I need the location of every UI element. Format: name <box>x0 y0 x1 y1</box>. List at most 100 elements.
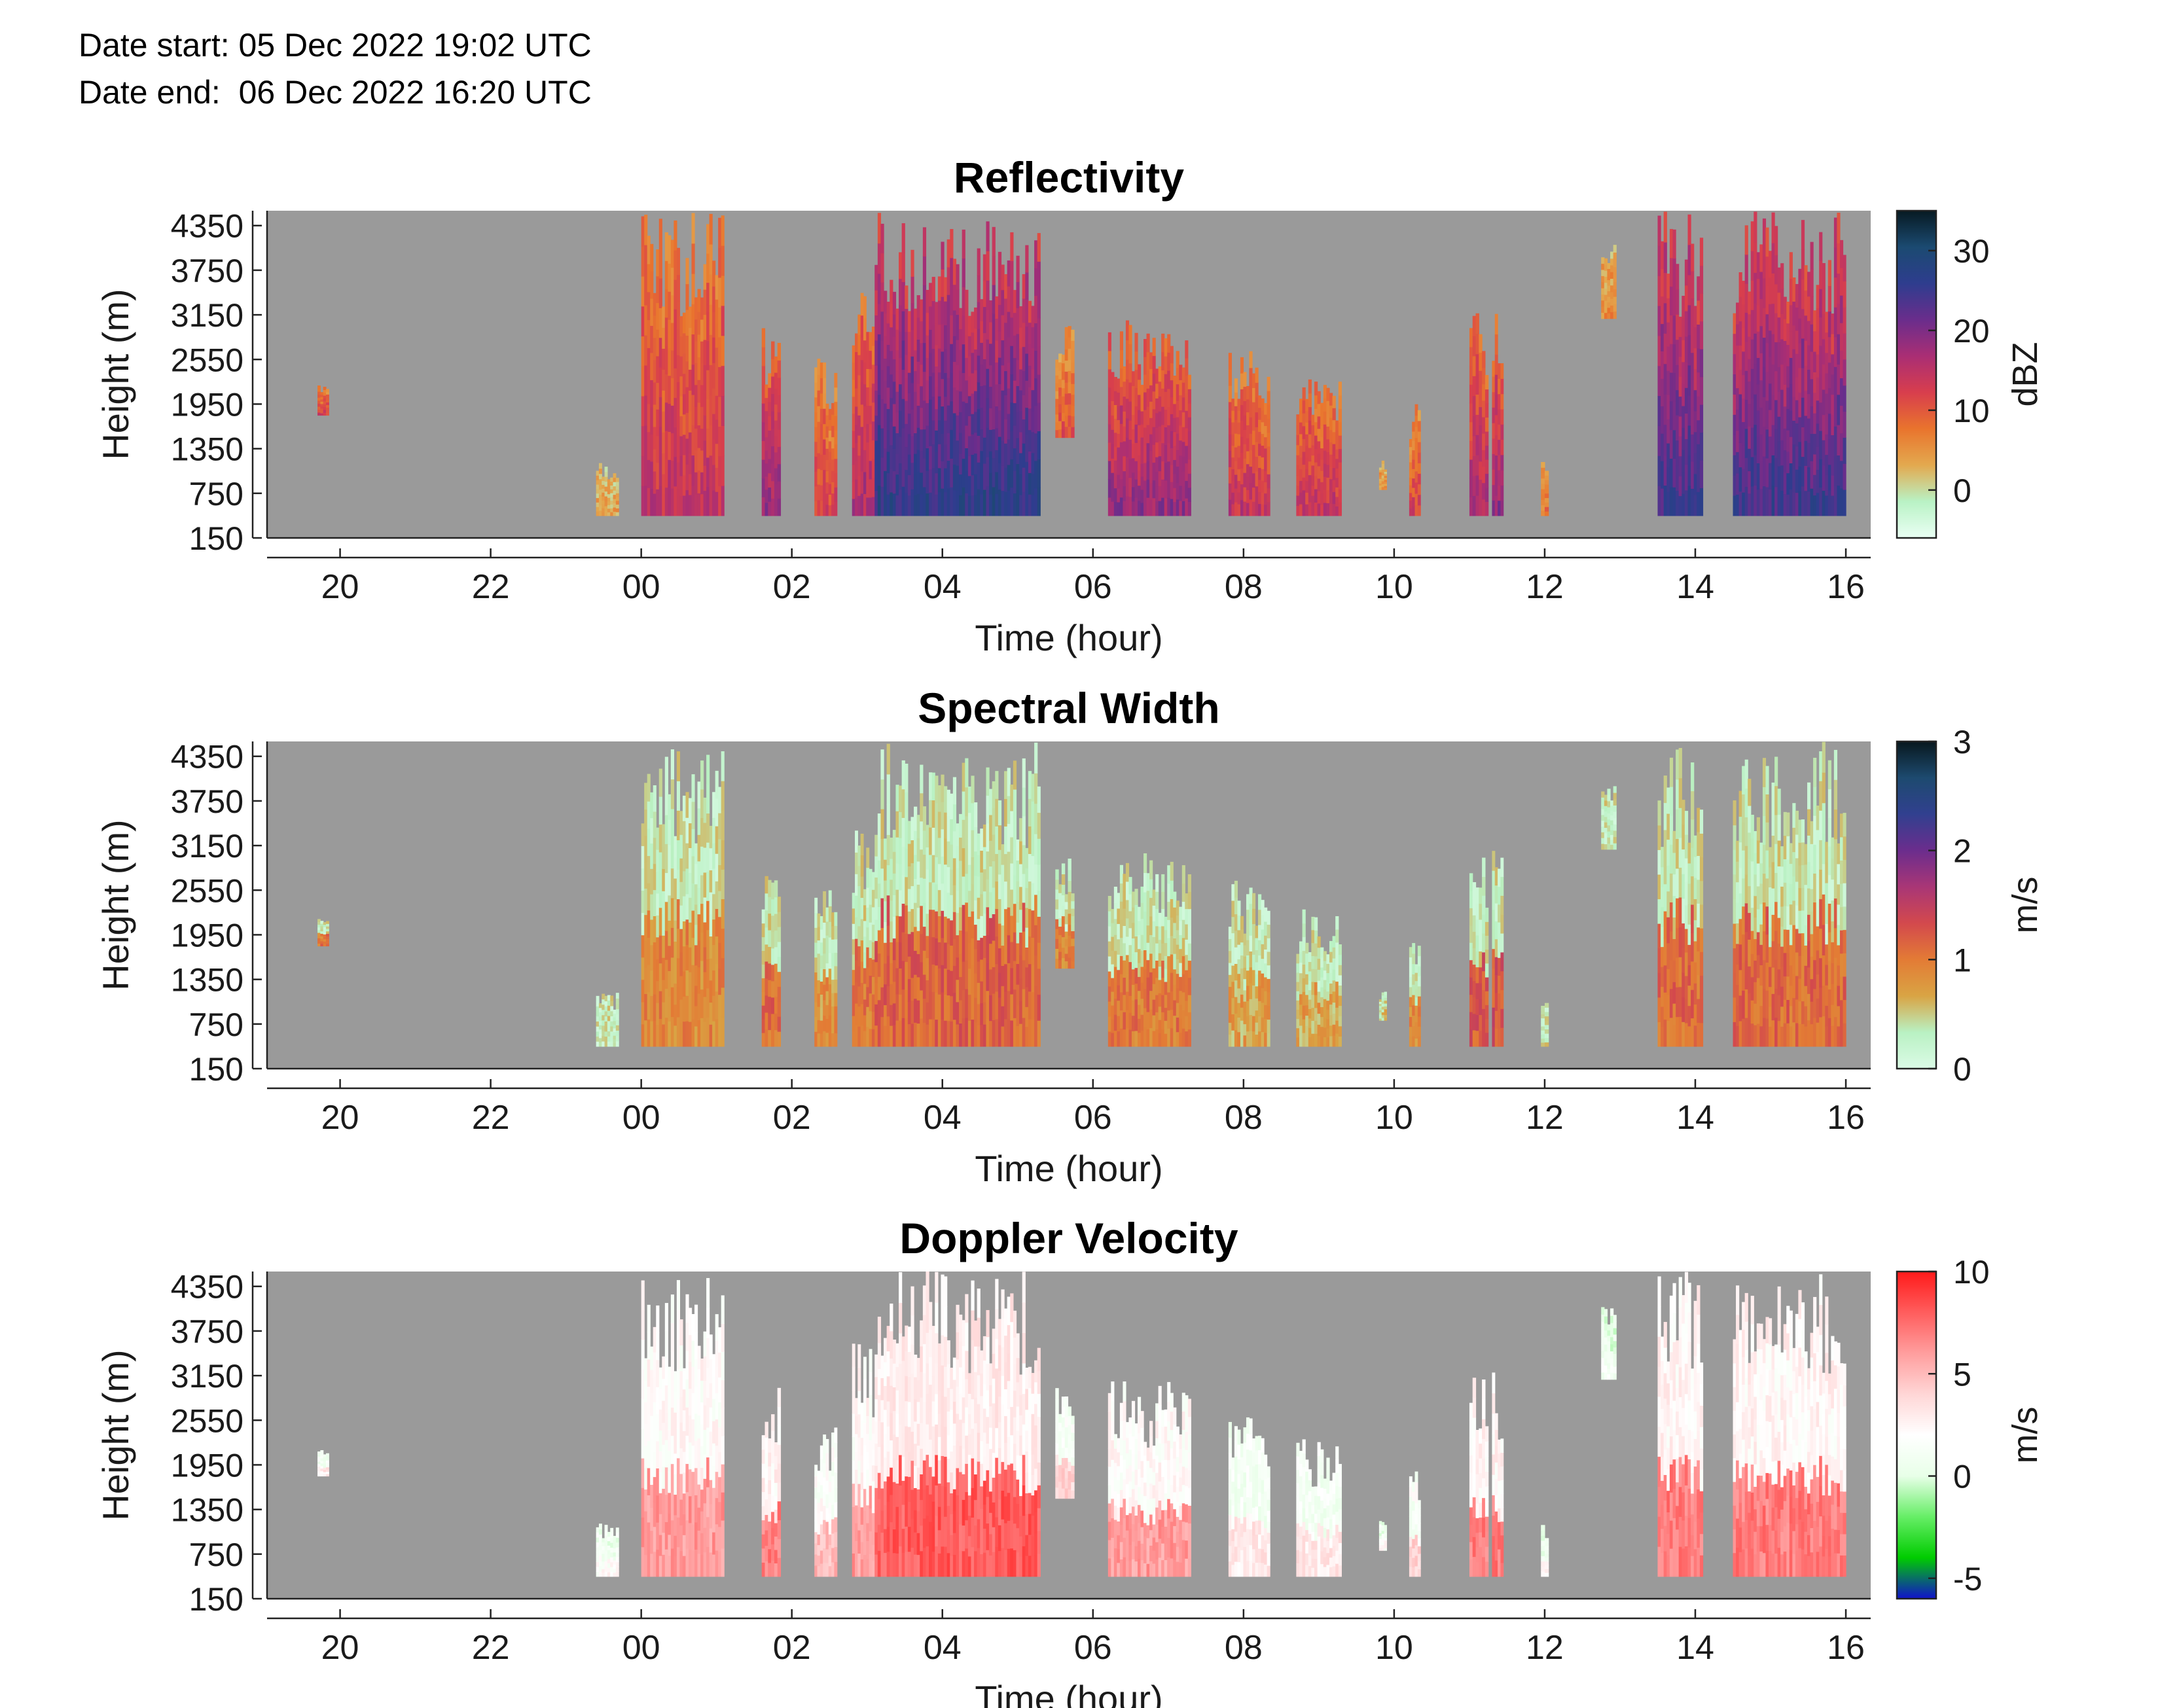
y-tick-label: 3150 <box>171 297 243 334</box>
y-tick-label: 4350 <box>171 1269 243 1306</box>
cloud-column <box>1601 786 1617 850</box>
cloud-column <box>1601 245 1617 319</box>
x-tick-label: 00 <box>622 1629 660 1667</box>
colorbar-tick-label: 20 <box>1953 313 1990 349</box>
x-tick-label: 06 <box>1074 1099 1112 1137</box>
cloud-column <box>874 213 1041 516</box>
x-tick-label: 06 <box>1074 1629 1112 1667</box>
y-tick-label: 1950 <box>171 1447 243 1484</box>
x-tick-label: 20 <box>321 1629 359 1667</box>
cloud-column <box>1296 1439 1342 1577</box>
colorbar-label: dBZ <box>2006 342 2045 406</box>
x-tick-label: 14 <box>1676 1629 1714 1667</box>
y-tick-label: 1950 <box>171 917 243 953</box>
cloud-column <box>317 1450 329 1477</box>
cloud-column <box>1378 991 1387 1021</box>
x-axis-label: Time (hour) <box>975 1678 1162 1708</box>
cloud-column <box>1733 211 1846 516</box>
cloud-column <box>317 919 329 947</box>
y-tick-label: 2550 <box>171 872 243 909</box>
x-tick-label: 22 <box>472 1629 510 1667</box>
x-tick-label: 12 <box>1526 568 1564 606</box>
x-tick-label: 08 <box>1225 1629 1263 1667</box>
y-tick-label: 1350 <box>171 431 243 468</box>
cloud-column <box>1657 747 1704 1047</box>
x-tick-label: 04 <box>924 1099 962 1137</box>
cloud-column <box>1492 851 1504 1047</box>
cloud-column <box>641 1277 725 1577</box>
y-tick-label: 3150 <box>171 828 243 864</box>
heatmap-cells <box>317 1272 1846 1577</box>
y-tick-label: 1950 <box>171 386 243 423</box>
colorbar-tick-label: 10 <box>1953 393 1990 429</box>
colorbar <box>1896 1270 1937 1600</box>
cloud-column <box>641 749 725 1047</box>
cloud-column <box>1107 320 1191 516</box>
cloud-column <box>761 1387 782 1577</box>
y-tick-label: 750 <box>189 1006 243 1043</box>
x-tick-label: 02 <box>773 1099 811 1137</box>
x-tick-label: 10 <box>1375 1099 1413 1137</box>
colorbar-tick-label: -5 <box>1953 1561 1982 1597</box>
cloud-column <box>1492 1372 1504 1577</box>
heatmap-cells <box>317 211 1846 516</box>
y-tick-label: 3750 <box>171 1313 243 1350</box>
x-tick-label: 02 <box>773 1629 811 1667</box>
y-tick-label: 150 <box>189 1051 243 1088</box>
x-tick-label: 00 <box>622 1099 660 1137</box>
x-tick-label: 20 <box>321 1099 359 1137</box>
cloud-column <box>814 1427 838 1577</box>
cloud-column <box>1469 857 1489 1047</box>
panel-2: Doppler Velocity 20 22 00 02 04 06 08 10 12 14 16 Ti… <box>95 1214 2045 1708</box>
cloud-column <box>1541 1525 1549 1577</box>
cloud-column <box>1378 460 1387 490</box>
cloud-column <box>317 385 329 416</box>
x-tick-label: 12 <box>1526 1629 1564 1667</box>
cloud-column <box>641 213 725 516</box>
x-tick-label: 12 <box>1526 1099 1564 1137</box>
cloud-column <box>1409 1471 1421 1577</box>
cloud-column <box>1228 351 1270 516</box>
cloud-column <box>1378 1521 1387 1551</box>
cloud-column <box>1541 1003 1549 1047</box>
colorbar <box>1896 740 1937 1070</box>
y-tick-label: 750 <box>189 476 243 512</box>
x-tick-label: 06 <box>1074 568 1112 606</box>
colorbar-label: m/s <box>2006 1407 2045 1464</box>
cloud-column <box>596 993 619 1047</box>
x-tick-label: 14 <box>1676 1099 1714 1137</box>
cloud-column <box>1733 1274 1846 1577</box>
y-tick-label: 750 <box>189 1537 243 1573</box>
cloud-column <box>1492 313 1504 516</box>
cloud-column <box>1228 1417 1270 1577</box>
x-tick-label: 08 <box>1225 568 1263 606</box>
cloud-column <box>1541 462 1549 516</box>
colorbar-tick-label: 30 <box>1953 233 1990 270</box>
x-tick-label: 08 <box>1225 1099 1263 1137</box>
y-axis-label: Height (m) <box>95 819 136 990</box>
x-tick-label: 10 <box>1375 568 1413 606</box>
cloud-column <box>1409 943 1421 1047</box>
cloud-column <box>852 830 875 1047</box>
x-tick-label: 16 <box>1827 1099 1865 1137</box>
colorbar-tick-label: 3 <box>1953 724 1971 760</box>
colorbar-label: m/s <box>2006 877 2045 934</box>
y-tick-label: 3150 <box>171 1358 243 1395</box>
cloud-column <box>852 293 875 516</box>
cloud-column <box>1055 1388 1075 1499</box>
y-tick-label: 4350 <box>171 208 243 245</box>
x-tick-label: 20 <box>321 568 359 606</box>
colorbar <box>1896 209 1937 539</box>
x-tick-label: 02 <box>773 568 811 606</box>
x-tick-label: 00 <box>622 568 660 606</box>
x-tick-label: 16 <box>1827 1629 1865 1667</box>
x-tick-label: 22 <box>472 568 510 606</box>
cloud-column <box>1296 379 1342 516</box>
x-tick-label: 22 <box>472 1099 510 1137</box>
cloud-column <box>1601 1307 1617 1380</box>
panel-title: Doppler Velocity <box>899 1214 1238 1262</box>
cloud-column <box>1469 1378 1489 1577</box>
x-tick-label: 04 <box>924 1629 962 1667</box>
x-tick-label: 16 <box>1827 568 1865 606</box>
cloud-column <box>814 890 838 1047</box>
